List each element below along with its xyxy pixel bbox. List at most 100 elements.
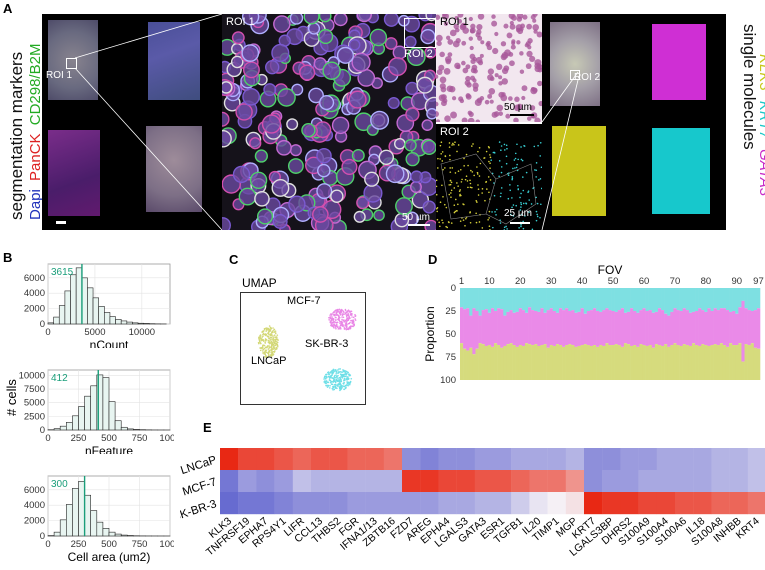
transcript-dot bbox=[486, 188, 488, 190]
bar-mcf7 bbox=[670, 311, 674, 346]
transcript-dot bbox=[506, 147, 508, 150]
y-tick-label: 2000 bbox=[24, 304, 45, 315]
transcript-dot bbox=[495, 214, 497, 216]
bar-mcf7 bbox=[463, 309, 467, 349]
cell bbox=[420, 29, 436, 45]
umap-point bbox=[327, 371, 329, 374]
umap-point bbox=[336, 321, 338, 324]
histogram-nfeature: 02500500075001000002505007501000412nFeat… bbox=[19, 369, 174, 454]
cell bbox=[410, 170, 423, 183]
transcript-dot bbox=[439, 225, 441, 228]
bar-skbr3 bbox=[707, 288, 711, 309]
cell bbox=[265, 60, 280, 75]
cells-image bbox=[222, 14, 436, 230]
heatmap-cell bbox=[493, 470, 512, 493]
transcript-dot bbox=[533, 145, 536, 148]
umap-point bbox=[328, 318, 330, 321]
transcript-dot bbox=[453, 204, 456, 207]
nucleus bbox=[454, 16, 459, 21]
umap-point bbox=[346, 314, 348, 317]
panel-b-letter: B bbox=[3, 250, 13, 265]
transcript-dot bbox=[516, 143, 518, 146]
umap-point bbox=[265, 356, 267, 359]
umap-point bbox=[336, 308, 339, 311]
x-tick-label: 250 bbox=[71, 539, 87, 550]
umap-point bbox=[352, 316, 355, 319]
umap-point bbox=[264, 339, 267, 342]
umap-point bbox=[329, 384, 331, 387]
prop-tick: 25 bbox=[445, 306, 456, 317]
nucleus bbox=[529, 105, 536, 111]
bar-mcf7 bbox=[568, 311, 572, 345]
bar-mcf7 bbox=[608, 310, 612, 346]
bar-mcf7 bbox=[596, 311, 600, 347]
transcript-dot bbox=[448, 193, 451, 196]
y-tick-label: 4000 bbox=[24, 288, 45, 299]
hist-bar bbox=[90, 385, 98, 431]
bar-skbr3 bbox=[500, 288, 504, 310]
transcript-dot bbox=[525, 202, 527, 204]
nucleus bbox=[475, 119, 481, 122]
bar-lncap bbox=[633, 345, 637, 380]
nucleus bbox=[488, 87, 496, 95]
svg-text:KLK3 KRT7 GATA3: KLK3 KRT7 GATA3 bbox=[756, 54, 765, 197]
umap-point bbox=[350, 313, 352, 315]
transcript-dot bbox=[444, 155, 447, 157]
nucleus bbox=[498, 91, 505, 98]
transcript-dot bbox=[511, 197, 513, 199]
bar-lncap bbox=[744, 344, 748, 380]
heatmap-cell bbox=[238, 492, 257, 515]
umap-point bbox=[339, 377, 342, 380]
bar-lncap bbox=[460, 343, 464, 380]
nucleus bbox=[519, 51, 524, 56]
umap-point bbox=[331, 374, 334, 376]
roi2-tx-label: ROI 2 bbox=[440, 126, 469, 138]
transcript-dot bbox=[503, 143, 506, 146]
nucleus bbox=[526, 23, 533, 30]
transcript-dot bbox=[487, 176, 490, 178]
umap-point bbox=[347, 327, 349, 329]
transcript-dot bbox=[511, 176, 514, 178]
transcript-dot bbox=[528, 199, 530, 201]
umap-point bbox=[262, 333, 264, 336]
nucleus bbox=[501, 67, 509, 75]
bar-mcf7 bbox=[494, 311, 498, 344]
bar-skbr3 bbox=[487, 288, 492, 313]
bar-mcf7 bbox=[586, 311, 591, 346]
cell bbox=[395, 197, 413, 215]
bar-lncap bbox=[500, 347, 504, 380]
umap-label-mcf7: MCF-7 bbox=[287, 295, 321, 307]
umap-point bbox=[262, 350, 264, 352]
transcript-dot bbox=[476, 171, 479, 174]
umap-point bbox=[337, 372, 340, 374]
bar-lncap bbox=[642, 345, 646, 380]
bar-mcf7 bbox=[580, 308, 585, 346]
nucleus bbox=[471, 64, 478, 71]
umap-point bbox=[335, 372, 338, 374]
transcript-dot bbox=[469, 211, 471, 213]
cell bbox=[316, 183, 333, 200]
nucleus bbox=[529, 55, 536, 63]
heatmap-cell bbox=[365, 448, 384, 471]
bar-mcf7 bbox=[704, 311, 708, 346]
umap-point bbox=[324, 378, 327, 380]
cell bbox=[405, 107, 420, 122]
transcript-dot bbox=[471, 171, 474, 173]
nucleus bbox=[538, 100, 542, 107]
hist-bar bbox=[127, 428, 134, 431]
bar-skbr3 bbox=[577, 288, 581, 312]
transcript-dot bbox=[538, 179, 540, 181]
cell bbox=[249, 137, 262, 150]
heatmap-cell bbox=[747, 470, 765, 493]
nucleus bbox=[530, 112, 538, 119]
bar-mcf7 bbox=[487, 312, 492, 346]
nucleus bbox=[530, 14, 536, 20]
bar-mcf7 bbox=[744, 308, 748, 345]
umap-point bbox=[268, 347, 270, 349]
heatmap-cell bbox=[347, 448, 366, 471]
umap-point bbox=[339, 386, 342, 388]
umap-point bbox=[262, 339, 264, 341]
nucleus bbox=[536, 63, 542, 68]
heatmap-cell bbox=[638, 492, 657, 515]
nucleus bbox=[495, 63, 503, 71]
